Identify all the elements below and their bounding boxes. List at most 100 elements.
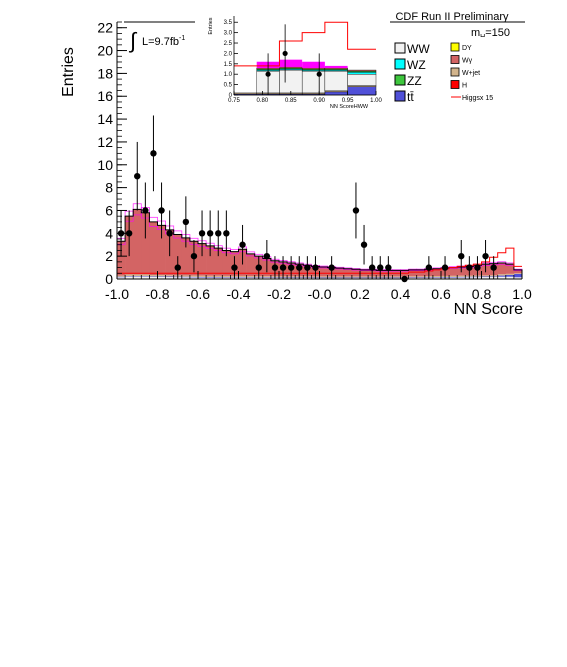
bkg-bar-tt	[125, 276, 134, 277]
bkg-bar-W+jet	[133, 274, 142, 277]
bkg-bar-tt	[206, 277, 215, 278]
mass-symbol: m	[471, 27, 480, 39]
data-point	[458, 252, 465, 260]
inset-bar	[324, 91, 348, 96]
inset-bar	[347, 69, 377, 72]
bkg-bar-W+jet	[343, 276, 353, 278]
bkg-bar-WW	[149, 276, 158, 279]
bkg-bar-tt	[133, 276, 142, 277]
legend-swatch	[394, 42, 406, 54]
bkg-bar-W+jet	[189, 275, 199, 277]
inset-x-axis-title: NN ScoreHWW	[330, 104, 369, 110]
data-point	[190, 252, 198, 260]
data-point	[466, 264, 473, 271]
bkg-bar-tt	[513, 273, 523, 278]
bkg-bar-tt	[181, 276, 191, 278]
inset-x-tick-label: 0.90	[313, 98, 325, 104]
inset-y-tick-label: 2.0	[224, 51, 233, 57]
bkg-bar-WW	[125, 276, 134, 279]
bkg-bar-WW	[141, 276, 150, 279]
bkg-bar-W+jet	[238, 275, 247, 278]
bkg-bar-WW	[206, 277, 215, 279]
bkg-bar-W+jet	[222, 275, 231, 278]
bkg-bar-W	[181, 237, 191, 276]
bkg-bar-WW	[165, 277, 174, 279]
bkg-bar-tt	[481, 276, 490, 278]
bkg-bar-W	[198, 243, 207, 276]
main-axes: -1.0 -0.8 -0.6 -0.4 -0.2 -0.0 0.2 0.4 0.6 0.8 1.00…	[97, 20, 532, 302]
bkg-bar-tt	[157, 276, 166, 277]
data-point	[223, 230, 230, 237]
bkg-bar-tt	[351, 277, 361, 279]
bkg-bar-tt	[198, 276, 207, 278]
bkg-bar-W+jet	[408, 276, 417, 278]
inset-y-tick-label: 0.5	[224, 83, 233, 89]
data-point	[263, 252, 271, 260]
inset-data-point	[282, 50, 288, 57]
lumi-integral-sign: ∫	[128, 28, 138, 53]
data-point	[304, 264, 311, 271]
bkg-bar-W	[157, 225, 166, 276]
bkg-bar-tt	[449, 276, 458, 278]
inset-x-tick-label: 0.95	[342, 98, 354, 104]
y-tick-label: 14	[97, 111, 113, 127]
inset-bar	[324, 70, 348, 92]
bkg-bar-W	[133, 209, 142, 275]
data-point	[482, 252, 489, 260]
bkg-bar-WW	[408, 277, 417, 279]
bkg-bar-W	[117, 241, 126, 276]
bkg-bar-tt	[335, 277, 345, 279]
data-point	[287, 264, 295, 271]
bkg-bar-WW	[222, 277, 231, 279]
data-point	[255, 264, 262, 271]
bkg-bar-tt	[141, 276, 150, 277]
x-tick-label: -0.4	[226, 286, 250, 302]
inset-y-tick-label: 3.5	[224, 20, 233, 26]
inset-y-tick-label: 1.0	[224, 72, 233, 78]
inset-bar	[279, 69, 303, 94]
legend-label: WZ	[407, 58, 426, 72]
lumi-label: L=9.7fb-1	[142, 35, 185, 48]
legend-swatch	[450, 67, 460, 77]
y-tick-label: 12	[97, 134, 113, 150]
bkg-bar-W+jet	[141, 274, 150, 277]
inset-x-tick-label: 0.85	[285, 98, 297, 104]
bkg-bar-WW	[416, 277, 426, 279]
bkg-bar-W+jet	[392, 276, 401, 278]
bkg-bar-W+jet	[505, 273, 515, 276]
x-axis-title: NN Score	[454, 301, 523, 318]
inset-bar	[233, 92, 257, 95]
data-point	[166, 230, 173, 237]
data-point	[360, 241, 368, 248]
bkg-bar-W+jet	[457, 275, 466, 277]
inset-y-tick-label: 2.5	[224, 41, 233, 47]
bkg-bar-W+jet	[262, 276, 272, 278]
bkg-bar-W+jet	[351, 276, 361, 278]
legend-label: H	[462, 83, 467, 90]
inset-y-tick-label: 1.5	[224, 62, 233, 68]
x-tick-label: 0.6	[431, 286, 451, 302]
bkg-bar-tt	[222, 277, 231, 278]
legend-swatch	[394, 58, 406, 70]
y-tick-label: 20	[97, 43, 113, 59]
bkg-bar-W+jet	[165, 275, 174, 277]
inset-y-tick-label: 3.0	[224, 31, 233, 37]
bkg-bar-W	[335, 268, 345, 277]
legend-label: DY	[462, 45, 472, 52]
data-point	[231, 264, 238, 271]
bkg-bar-W+jet	[246, 276, 255, 278]
bkg-bar-tt	[214, 277, 223, 278]
bkg-bar-W+jet	[319, 276, 328, 278]
bkg-bar-W	[408, 269, 417, 277]
bkg-bar-tt	[189, 276, 199, 278]
data-point	[174, 264, 181, 271]
y-tick-label: 8	[105, 180, 113, 196]
bkg-bar-WW	[198, 277, 207, 279]
x-tick-label: 0.8	[472, 286, 492, 302]
bkg-bar-W+jet	[117, 275, 126, 277]
bkg-bar-tt	[117, 276, 126, 278]
data-point	[142, 207, 149, 214]
inset-bar	[301, 67, 326, 70]
x-tick-label: 0.2	[350, 286, 370, 302]
